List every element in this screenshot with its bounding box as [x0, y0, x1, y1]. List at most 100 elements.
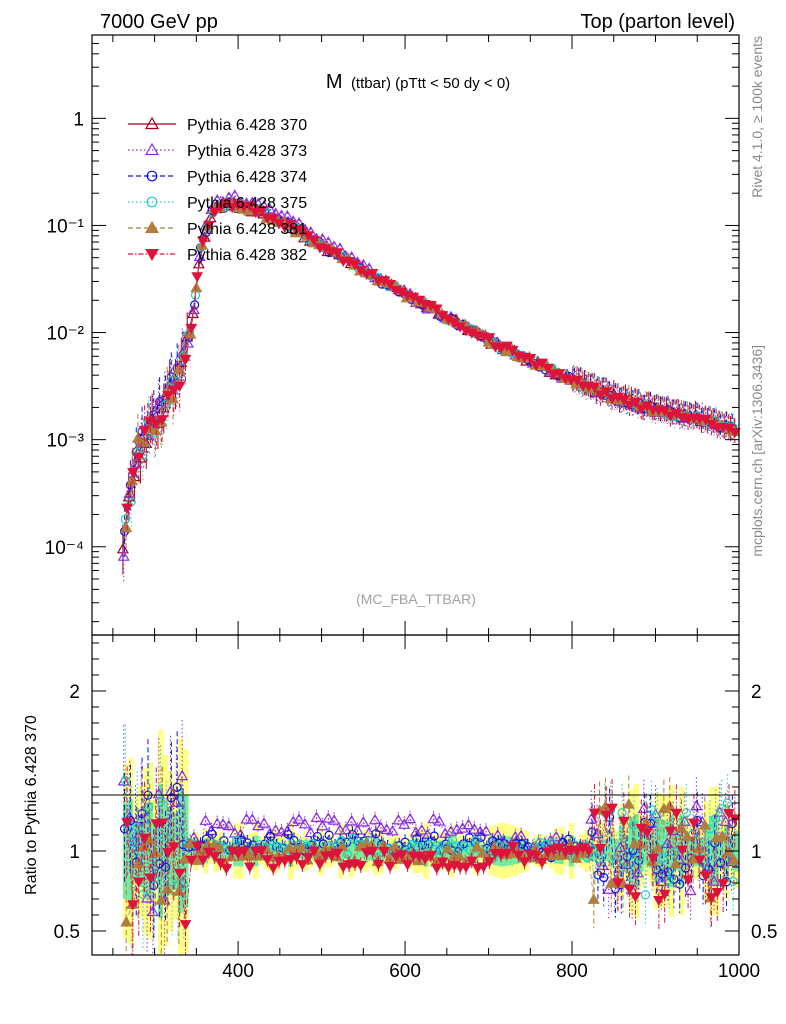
ytick-label: 10⁻² [47, 324, 85, 345]
data-point [284, 219, 297, 231]
data-point [167, 375, 177, 386]
data-point [588, 808, 601, 819]
data-point [141, 891, 154, 903]
data-point [400, 837, 410, 847]
data-point [415, 824, 428, 835]
data-point [550, 830, 563, 842]
band-inner [122, 803, 129, 899]
data-point [366, 846, 379, 857]
data-point [296, 860, 309, 871]
data-point [234, 828, 247, 839]
series-ratio-6 [121, 766, 741, 955]
band-inner [132, 821, 139, 881]
data-point [395, 850, 408, 861]
data-point [640, 815, 653, 827]
data-point [146, 170, 158, 182]
data-point [127, 900, 139, 911]
data-point [162, 848, 174, 859]
band-inner [268, 839, 274, 863]
data-point [646, 804, 656, 815]
data-point [672, 853, 685, 864]
rivet-label: Rivet 4.1.0, ≥ 100k events [749, 36, 765, 198]
data-point [295, 841, 308, 852]
data-point [629, 892, 642, 903]
data-point [470, 841, 483, 852]
band-inner [688, 836, 695, 866]
data-point [371, 829, 381, 839]
data-point [339, 823, 352, 835]
band-inner [348, 836, 354, 866]
band-inner [418, 838, 424, 864]
data-point [678, 815, 691, 826]
upper-yaxis: 1 10⁻¹ 10⁻² 10⁻³ 10⁻⁴ [45, 34, 739, 623]
data-point [269, 823, 282, 835]
data-point [518, 857, 531, 868]
data-point [190, 300, 200, 310]
data-point [705, 893, 718, 904]
lower-yaxis: 0.5 0.5 1 1 2 2 [54, 642, 777, 943]
data-point [658, 853, 668, 863]
data-point [324, 830, 334, 840]
data-point [430, 863, 443, 875]
band-inner [638, 830, 645, 872]
data-point [225, 850, 238, 862]
ytick-label: 2 [69, 682, 80, 703]
data-point [698, 819, 711, 830]
ytick-label: 0.5 [54, 922, 80, 943]
data-point [407, 839, 417, 849]
data-point [652, 895, 665, 907]
ytick-label-right: 1 [751, 842, 762, 863]
band-inner [718, 833, 725, 869]
header-right: Top (parton level) [580, 11, 735, 33]
data-point [161, 399, 171, 409]
series-6 [121, 198, 741, 534]
ytick-label: 1 [73, 109, 84, 130]
data-point [657, 869, 667, 879]
data-point [337, 862, 350, 873]
data-point [623, 400, 636, 412]
data-point [211, 817, 224, 829]
data-point [670, 808, 683, 820]
data-point [512, 850, 525, 861]
data-point [480, 824, 493, 836]
data-point [314, 859, 326, 870]
data-point [137, 808, 147, 819]
band-inner [248, 841, 254, 861]
data-point [272, 841, 282, 851]
data-point [398, 818, 411, 829]
data-point [310, 811, 323, 823]
data-point [417, 840, 428, 850]
data-point [121, 503, 133, 514]
data-point [348, 833, 358, 843]
data-point [131, 432, 144, 443]
data-point [524, 354, 537, 365]
data-point [173, 381, 186, 393]
band-inner [127, 799, 134, 903]
xtick-label: 1000 [718, 961, 760, 982]
data-point [570, 852, 583, 863]
data-point [699, 415, 712, 426]
band-inner [353, 840, 359, 862]
data-point [727, 854, 741, 865]
data-point [316, 819, 329, 831]
data-point [120, 514, 130, 524]
data-point [495, 850, 507, 861]
data-point [468, 823, 481, 834]
data-point [322, 812, 335, 823]
legend-item: Pythia 6.428 381 [128, 220, 307, 238]
data-point [421, 828, 434, 840]
data-point [354, 861, 367, 872]
mcplots-label: mcplots.cern.ch [arXiv:1306.3436] [749, 345, 765, 557]
series-line [126, 202, 736, 508]
data-point [652, 812, 662, 822]
data-point [429, 831, 439, 841]
data-point [267, 863, 280, 874]
band-inner [683, 833, 690, 869]
upper-xticks [112, 35, 740, 635]
data-point [144, 220, 160, 234]
data-point [132, 452, 145, 464]
series-ratio-line [124, 785, 733, 890]
legend-label: Pythia 6.428 382 [187, 247, 307, 264]
data-point [302, 853, 315, 864]
